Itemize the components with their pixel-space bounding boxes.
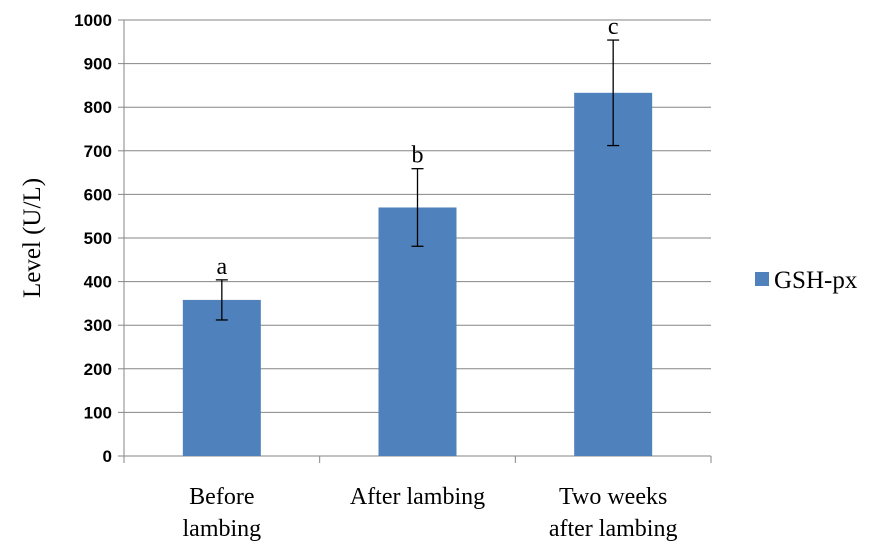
y-tick-label: 500	[84, 229, 112, 248]
y-tick-label: 700	[84, 142, 112, 161]
significance-letter: a	[217, 254, 228, 280]
significance-letter: c	[608, 14, 619, 40]
x-tick-label: lambing	[183, 516, 262, 542]
y-tick-label: 100	[84, 403, 112, 422]
y-axis-label: Level (U/L)	[19, 178, 46, 298]
x-tick-label: After lambing	[350, 484, 485, 510]
legend-swatch	[755, 272, 769, 286]
x-tick-label: Before	[189, 484, 254, 510]
bar	[182, 299, 261, 456]
x-tick-label: after lambing	[549, 516, 678, 542]
y-tick-label: 400	[84, 273, 112, 292]
bar	[378, 207, 457, 456]
significance-letter: b	[412, 143, 424, 169]
legend-label: GSH-px	[774, 267, 858, 294]
bars	[182, 39, 653, 456]
y-tick-label: 600	[84, 185, 112, 204]
bar	[574, 92, 653, 456]
y-tick-label: 200	[84, 360, 112, 379]
y-tick-label: 0	[103, 447, 112, 466]
legend: GSH-px	[755, 267, 858, 294]
y-tick-label: 900	[84, 55, 112, 74]
y-tick-label: 800	[84, 98, 112, 117]
y-tick-label: 1000	[74, 11, 112, 30]
x-tick-label: Two weeks	[559, 484, 667, 510]
labels: 0 100 200 300 400 500 600 700 800 900 1000 a Before l…	[74, 11, 677, 542]
y-tick-label: 300	[84, 316, 112, 335]
